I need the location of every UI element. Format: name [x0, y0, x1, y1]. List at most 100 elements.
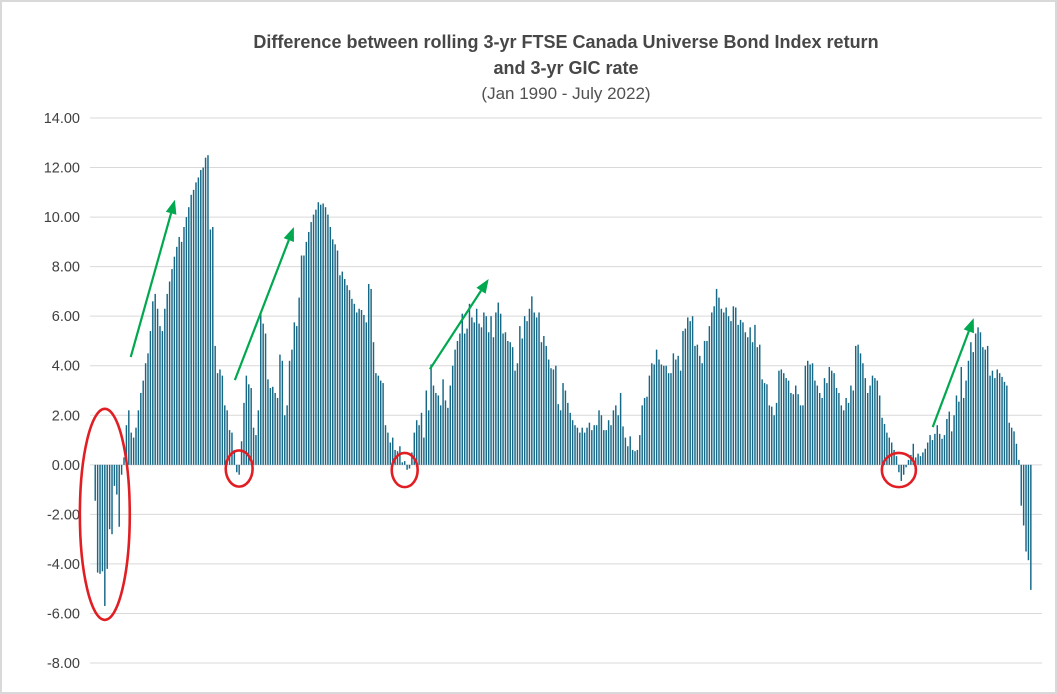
- bar: [221, 375, 224, 465]
- bar: [113, 464, 116, 486]
- bar: [108, 464, 111, 530]
- bar: [442, 379, 444, 465]
- bar: [375, 373, 377, 465]
- bar: [648, 375, 651, 465]
- bar: [974, 333, 977, 465]
- bar: [960, 366, 962, 465]
- bar: [224, 405, 226, 465]
- bar: [418, 425, 420, 465]
- bar: [346, 285, 348, 465]
- y-axis-label: 0.00: [52, 458, 80, 474]
- bar: [934, 433, 936, 465]
- bar: [492, 337, 495, 465]
- bar: [240, 441, 243, 465]
- bar: [703, 340, 706, 465]
- bar: [660, 364, 663, 465]
- bar: [914, 457, 917, 465]
- bar: [456, 340, 459, 465]
- bar: [574, 425, 576, 465]
- bar: [910, 454, 912, 465]
- bar: [281, 360, 284, 465]
- bar: [135, 427, 137, 465]
- bar: [504, 332, 507, 465]
- bar: [581, 427, 583, 465]
- bar: [658, 359, 660, 465]
- bar: [209, 229, 212, 465]
- bar: [478, 323, 480, 465]
- bar: [936, 425, 938, 465]
- bar: [382, 383, 384, 465]
- bar: [228, 430, 231, 465]
- bar: [267, 379, 269, 465]
- bar: [950, 431, 953, 465]
- bar: [912, 443, 915, 465]
- bar: [780, 369, 783, 465]
- bar: [751, 342, 754, 465]
- bar: [715, 288, 718, 465]
- bar: [293, 322, 296, 465]
- bar: [99, 464, 101, 574]
- bar: [785, 378, 787, 465]
- bar: [140, 392, 142, 465]
- bar: [250, 388, 252, 465]
- bar: [262, 323, 264, 465]
- bar: [663, 365, 665, 465]
- bar: [629, 436, 631, 465]
- bar: [449, 385, 452, 465]
- bar: [682, 331, 684, 465]
- bar: [766, 384, 768, 465]
- bar: [672, 353, 675, 465]
- bar: [723, 312, 725, 465]
- bar: [343, 279, 346, 465]
- bar: [828, 366, 831, 465]
- bar: [900, 464, 903, 481]
- bar: [802, 405, 804, 465]
- bar: [308, 231, 310, 465]
- bar: [854, 345, 857, 465]
- bar: [571, 420, 574, 465]
- bar: [291, 349, 293, 465]
- bar: [665, 365, 667, 465]
- bar: [761, 379, 763, 465]
- y-axis-label: 4.00: [52, 359, 80, 375]
- bar: [576, 427, 579, 465]
- bar: [624, 437, 627, 465]
- bar: [538, 312, 540, 465]
- bar: [711, 312, 713, 465]
- bar: [159, 326, 161, 465]
- trend-arrow-head: [165, 199, 177, 215]
- bar: [540, 342, 543, 465]
- bar: [511, 347, 514, 465]
- highlight-ellipse: [224, 449, 254, 488]
- bar: [653, 364, 655, 465]
- bar: [171, 269, 173, 465]
- bar: [857, 344, 859, 465]
- bar: [480, 327, 483, 465]
- bar: [156, 308, 159, 465]
- bar: [298, 297, 300, 465]
- bar: [720, 308, 723, 465]
- bar: [1001, 376, 1003, 465]
- bar: [286, 405, 288, 465]
- bar: [941, 438, 943, 465]
- bar: [305, 241, 308, 465]
- bar: [737, 324, 739, 465]
- bar: [104, 464, 106, 607]
- bar: [823, 378, 826, 465]
- bar: [341, 271, 344, 465]
- bar: [768, 405, 771, 465]
- bar: [830, 370, 833, 465]
- bar: [123, 457, 125, 465]
- bar: [809, 364, 811, 465]
- trend-arrow-line: [931, 330, 970, 428]
- bar: [699, 355, 701, 465]
- bar: [236, 464, 238, 473]
- highlight-ellipse: [78, 407, 132, 622]
- bar: [986, 345, 989, 465]
- bar: [118, 464, 120, 527]
- bar: [727, 316, 730, 465]
- y-axis-label: 10.00: [44, 210, 80, 226]
- bar: [881, 417, 883, 465]
- bar: [1006, 385, 1008, 465]
- bar: [627, 446, 629, 465]
